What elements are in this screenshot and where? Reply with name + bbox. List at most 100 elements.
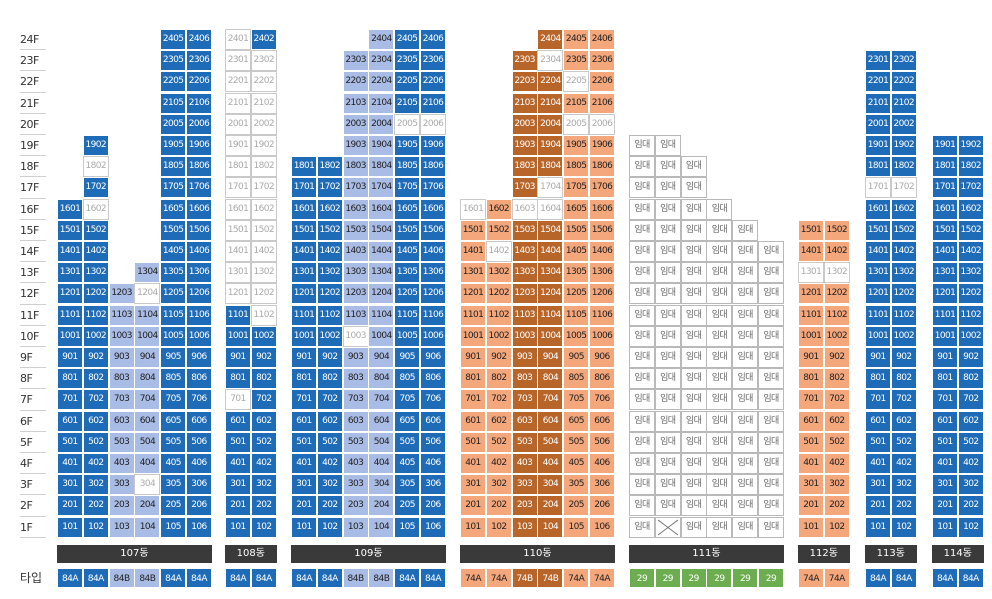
unit-cell[interactable]: 1501 [865, 219, 891, 241]
unit-cell[interactable]: 402 [82, 453, 109, 474]
unit-cell[interactable]: 1605 [563, 198, 590, 220]
unit-cell[interactable]: 2102 [890, 92, 917, 114]
unit-cell[interactable]: 801 [932, 368, 958, 390]
unit-cell[interactable]: 1001 [291, 325, 317, 347]
rental-unit[interactable]: 임대 [680, 453, 707, 474]
unit-cell[interactable]: 501 [865, 431, 891, 453]
unit-cell[interactable]: 1706 [420, 177, 446, 199]
unit-cell[interactable]: 801 [57, 368, 83, 390]
unit-cell[interactable]: 403 [108, 453, 135, 474]
unit-cell[interactable]: 902 [250, 347, 277, 368]
unit-cell[interactable]: 2204 [368, 71, 395, 93]
unit-cell[interactable]: 1104 [134, 304, 161, 326]
rental-unit[interactable]: 임대 [629, 325, 655, 347]
unit-cell[interactable]: 604 [537, 410, 564, 432]
unit-cell[interactable]: 505 [563, 431, 590, 453]
unit-cell[interactable]: 1503 [342, 219, 369, 241]
rental-unit[interactable]: 임대 [680, 156, 707, 178]
rental-unit[interactable]: 임대 [758, 325, 784, 347]
unit-cell[interactable]: 306 [186, 474, 212, 496]
unit-cell[interactable]: 901 [291, 347, 317, 368]
unit-cell[interactable]: 305 [394, 474, 421, 496]
unit-cell[interactable]: 101 [798, 516, 824, 538]
unit-cell[interactable]: 1701 [291, 177, 317, 199]
unit-cell[interactable]: 2101 [225, 92, 251, 114]
unit-cell[interactable]: 1601 [460, 198, 486, 220]
unit-cell[interactable]: 1302 [823, 262, 850, 284]
unit-cell[interactable]: 1004 [537, 325, 564, 347]
unit-cell[interactable]: 102 [890, 516, 917, 538]
unit-cell[interactable]: 802 [250, 368, 277, 390]
unit-cell[interactable]: 1201 [798, 283, 824, 305]
unit-cell[interactable]: 1005 [394, 325, 421, 347]
unit-cell[interactable]: 106 [186, 516, 212, 538]
rental-unit[interactable]: 임대 [654, 389, 681, 411]
rental-unit[interactable]: 임대 [680, 177, 707, 199]
unit-cell[interactable]: 901 [798, 347, 824, 368]
unit-cell[interactable]: 802 [957, 368, 984, 390]
unit-cell[interactable]: 1303 [511, 262, 538, 284]
unit-cell[interactable]: 601 [225, 410, 251, 432]
unit-cell[interactable]: 1804 [368, 156, 395, 178]
unit-cell[interactable]: 102 [82, 516, 109, 538]
unit-cell[interactable]: 2404 [537, 29, 564, 50]
unit-cell[interactable]: 1003 [108, 325, 135, 347]
rental-unit[interactable]: 임대 [629, 474, 655, 496]
rental-unit[interactable]: 임대 [629, 431, 655, 453]
unit-cell[interactable]: 1103 [108, 304, 135, 326]
rental-unit[interactable]: 임대 [732, 453, 759, 474]
unit-cell[interactable]: 1806 [420, 156, 446, 178]
unit-cell[interactable]: 1001 [865, 325, 891, 347]
unit-cell[interactable]: 1402 [957, 241, 984, 262]
unit-cell[interactable]: 205 [160, 495, 187, 517]
unit-cell[interactable]: 2003 [511, 113, 538, 135]
unit-cell[interactable]: 2105 [563, 92, 590, 114]
rental-unit[interactable]: 임대 [654, 219, 681, 241]
unit-cell[interactable]: 402 [316, 453, 343, 474]
unit-cell[interactable]: 1102 [823, 304, 850, 326]
unit-cell[interactable]: 705 [394, 389, 421, 411]
unit-cell[interactable]: 2106 [186, 92, 212, 114]
unit-cell[interactable]: 701 [865, 389, 891, 411]
unit-cell[interactable]: 1604 [537, 198, 564, 220]
rental-unit[interactable]: 임대 [732, 431, 759, 453]
unit-cell[interactable]: 1206 [186, 283, 212, 305]
unit-cell[interactable]: 2105 [394, 92, 421, 114]
unit-cell[interactable]: 602 [485, 410, 512, 432]
unit-cell[interactable]: 301 [57, 474, 83, 496]
unit-cell[interactable]: 206 [420, 495, 446, 517]
unit-cell[interactable]: 802 [316, 368, 343, 390]
unit-cell[interactable]: 304 [368, 474, 395, 496]
unit-cell[interactable]: 1502 [823, 219, 850, 241]
unit-cell[interactable]: 1806 [186, 156, 212, 178]
unit-cell[interactable]: 605 [394, 410, 421, 432]
unit-cell[interactable]: 1602 [485, 198, 512, 220]
unit-cell[interactable]: 1504 [537, 219, 564, 241]
unit-cell[interactable]: 702 [250, 389, 277, 411]
unit-cell[interactable]: 1402 [485, 241, 512, 262]
unit-cell[interactable]: 902 [890, 347, 917, 368]
unit-cell[interactable]: 902 [823, 347, 850, 368]
unit-cell[interactable]: 2304 [537, 50, 564, 72]
unit-cell[interactable]: 502 [485, 431, 512, 453]
unit-cell[interactable]: 401 [865, 453, 891, 474]
unit-cell[interactable]: 803 [511, 368, 538, 390]
rental-unit[interactable]: 임대 [654, 241, 681, 262]
unit-cell[interactable]: 2005 [563, 113, 590, 135]
unit-cell[interactable]: 902 [957, 347, 984, 368]
unit-cell[interactable]: 701 [798, 389, 824, 411]
rental-unit[interactable]: 임대 [654, 177, 681, 199]
unit-cell[interactable]: 901 [865, 347, 891, 368]
unit-cell[interactable]: 402 [890, 453, 917, 474]
unit-cell[interactable]: 1404 [537, 241, 564, 262]
unit-cell[interactable]: 1101 [798, 304, 824, 326]
unit-cell[interactable]: 702 [316, 389, 343, 411]
unit-cell[interactable]: 802 [890, 368, 917, 390]
unit-cell[interactable]: 1805 [160, 156, 187, 178]
unit-cell[interactable]: 2405 [160, 29, 187, 50]
rental-unit[interactable]: 임대 [680, 325, 707, 347]
unit-cell[interactable]: 104 [368, 516, 395, 538]
unit-cell[interactable]: 903 [108, 347, 135, 368]
unit-cell[interactable]: 2201 [865, 71, 891, 93]
unit-cell[interactable]: 1501 [57, 219, 83, 241]
